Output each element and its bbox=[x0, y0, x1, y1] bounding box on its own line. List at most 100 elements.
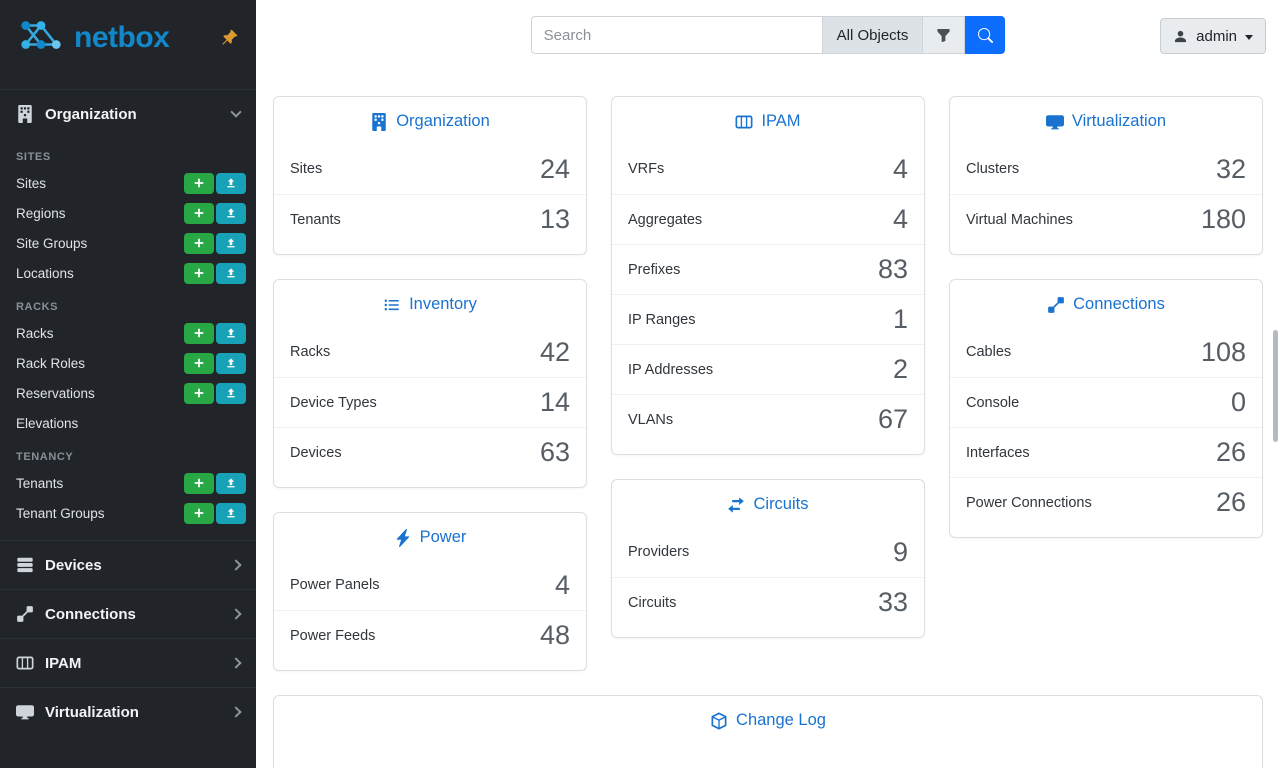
sidebar-section-toggle-virtualization[interactable]: Virtualization bbox=[0, 687, 256, 736]
import-button[interactable] bbox=[216, 172, 246, 194]
import-button[interactable] bbox=[216, 502, 246, 524]
stat-label[interactable]: VLANs bbox=[628, 411, 674, 428]
import-button[interactable] bbox=[216, 352, 246, 374]
add-button[interactable] bbox=[184, 322, 214, 344]
sidebar-item-tenants[interactable]: Tenants bbox=[0, 468, 256, 498]
section-label: Organization bbox=[45, 105, 137, 123]
import-button[interactable] bbox=[216, 382, 246, 404]
pin-icon bbox=[221, 29, 238, 46]
sidebar-item-label[interactable]: Racks bbox=[16, 325, 54, 341]
sidebar-item-label[interactable]: Tenants bbox=[16, 475, 64, 491]
sidebar-section-toggle-devices[interactable]: Devices bbox=[0, 540, 256, 589]
filter-button[interactable] bbox=[923, 16, 966, 54]
sidebar-item-label[interactable]: Rack Roles bbox=[16, 355, 86, 371]
stat-label[interactable]: Sites bbox=[290, 161, 323, 177]
stat-label[interactable]: Power Connections bbox=[966, 494, 1092, 511]
pin-sidebar-button[interactable] bbox=[219, 27, 240, 48]
card-title[interactable]: Inventory bbox=[409, 295, 477, 313]
sidebar-section-organization: Organization SITES Sites Regions Site bbox=[0, 89, 256, 540]
stat-label[interactable]: IP Ranges bbox=[628, 311, 696, 328]
stat-row: Console 0 bbox=[950, 377, 1262, 427]
card-title[interactable]: Organization bbox=[396, 112, 490, 130]
add-button[interactable] bbox=[184, 172, 214, 194]
sidebar-item-rack-roles[interactable]: Rack Roles bbox=[0, 348, 256, 378]
import-button[interactable] bbox=[216, 202, 246, 224]
sidebar-item-label[interactable]: Locations bbox=[16, 265, 74, 281]
stat-label[interactable]: Console bbox=[966, 394, 1020, 411]
sidebar-item-site-groups[interactable]: Site Groups bbox=[0, 228, 256, 258]
sidebar-item-racks[interactable]: Racks bbox=[0, 318, 256, 348]
search-input[interactable] bbox=[530, 16, 822, 54]
stat-label[interactable]: Virtual Machines bbox=[966, 211, 1073, 228]
sidebar-item-label[interactable]: Site Groups bbox=[16, 235, 88, 251]
import-button[interactable] bbox=[216, 262, 246, 284]
stat-label[interactable]: Interfaces bbox=[966, 444, 1030, 461]
sidebar-item-elevations[interactable]: Elevations bbox=[0, 408, 256, 438]
card-virtualization-header[interactable]: Virtualization bbox=[950, 97, 1262, 144]
card-ipam-header[interactable]: IPAM bbox=[612, 97, 924, 144]
main-area: All Objects admin Organization Sites bbox=[256, 0, 1280, 768]
sidebar-section-toggle-organization[interactable]: Organization bbox=[0, 89, 256, 138]
card-title[interactable]: Change Log bbox=[736, 711, 826, 729]
add-button[interactable] bbox=[184, 202, 214, 224]
sidebar-item-label[interactable]: Sites bbox=[16, 175, 47, 191]
add-button[interactable] bbox=[184, 352, 214, 374]
stat-label[interactable]: Circuits bbox=[628, 594, 677, 611]
sidebar-item-label[interactable]: Regions bbox=[16, 205, 66, 221]
plus-icon bbox=[193, 177, 205, 189]
card-title[interactable]: Virtualization bbox=[1071, 112, 1167, 130]
card-organization-header[interactable]: Organization bbox=[274, 97, 586, 144]
sidebar-item-label[interactable]: Tenant Groups bbox=[16, 505, 105, 521]
add-button[interactable] bbox=[184, 232, 214, 254]
user-menu-button[interactable]: admin bbox=[1160, 18, 1266, 54]
card-connections-header[interactable]: Connections bbox=[950, 280, 1262, 327]
card-title[interactable]: Connections bbox=[1073, 295, 1165, 313]
stat-label[interactable]: VRFs bbox=[628, 161, 665, 177]
search-scope-button[interactable]: All Objects bbox=[821, 16, 924, 54]
add-button[interactable] bbox=[184, 262, 214, 284]
card-title[interactable]: Circuits bbox=[753, 495, 809, 513]
search-submit-button[interactable] bbox=[965, 16, 1006, 54]
card-inventory-header[interactable]: Inventory bbox=[274, 280, 586, 327]
sidebar-item-tenant-groups[interactable]: Tenant Groups bbox=[0, 498, 256, 528]
import-button[interactable] bbox=[216, 472, 246, 494]
cables-icon bbox=[1047, 296, 1065, 314]
card-power-header[interactable]: Power bbox=[274, 513, 586, 560]
add-button[interactable] bbox=[184, 382, 214, 404]
sidebar-section-toggle-ipam[interactable]: IPAM bbox=[0, 638, 256, 687]
sidebar-item-label[interactable]: Reservations bbox=[16, 385, 95, 401]
import-button[interactable] bbox=[216, 232, 246, 254]
add-button[interactable] bbox=[184, 502, 214, 524]
card-title[interactable]: Power bbox=[419, 528, 467, 546]
card-circuits-header[interactable]: Circuits bbox=[612, 480, 924, 527]
add-button[interactable] bbox=[184, 472, 214, 494]
sidebar-item-sites[interactable]: Sites bbox=[0, 168, 256, 198]
netbox-logo[interactable]: netbox bbox=[16, 14, 170, 61]
sidebar-section-toggle-connections[interactable]: Connections bbox=[0, 589, 256, 638]
stat-label[interactable]: Power Panels bbox=[290, 577, 380, 593]
stat-label[interactable]: Power Feeds bbox=[290, 627, 376, 644]
stat-label[interactable]: Clusters bbox=[966, 161, 1020, 177]
sidebar-item-regions[interactable]: Regions bbox=[0, 198, 256, 228]
stat-label[interactable]: Cables bbox=[966, 344, 1012, 360]
stat-label[interactable]: Racks bbox=[290, 344, 331, 360]
stat-label[interactable]: Devices bbox=[290, 444, 342, 461]
sidebar-item-locations[interactable]: Locations bbox=[0, 258, 256, 288]
stat-label[interactable]: Providers bbox=[628, 544, 690, 560]
stat-label[interactable]: Prefixes bbox=[628, 261, 681, 278]
card-changelog-header[interactable]: Change Log bbox=[274, 696, 1262, 743]
stat-value: 0 bbox=[1230, 387, 1246, 417]
stat-value: 32 bbox=[1215, 153, 1246, 184]
stat-label[interactable]: Aggregates bbox=[628, 211, 703, 228]
sidebar-item-label[interactable]: Elevations bbox=[16, 415, 79, 431]
devices-icon bbox=[16, 556, 34, 574]
stat-label[interactable]: Device Types bbox=[290, 394, 377, 411]
stat-label[interactable]: IP Addresses bbox=[628, 361, 714, 378]
card-title[interactable]: IPAM bbox=[761, 112, 801, 130]
stat-label[interactable]: Tenants bbox=[290, 211, 341, 228]
sidebar-item-reservations[interactable]: Reservations bbox=[0, 378, 256, 408]
stat-row: Aggregates 4 bbox=[612, 194, 924, 244]
scrollbar-thumb[interactable] bbox=[1273, 330, 1278, 442]
import-button[interactable] bbox=[216, 322, 246, 344]
chevron-right-icon bbox=[230, 559, 242, 571]
